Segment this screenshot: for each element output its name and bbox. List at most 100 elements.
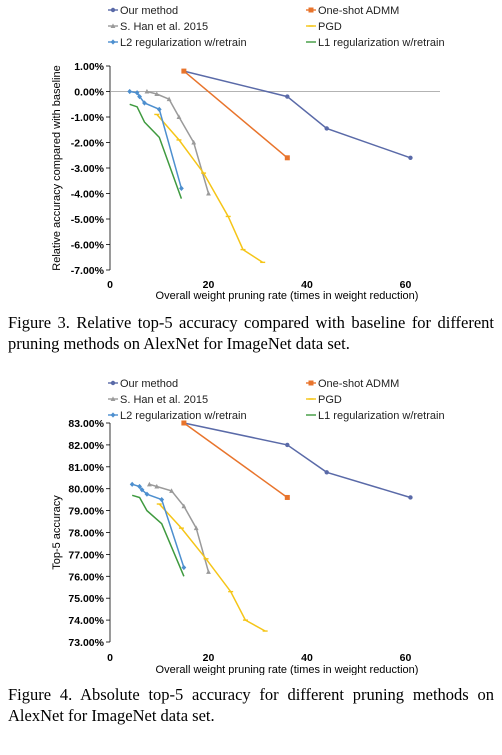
- y-tick-label: 0.00%: [74, 87, 104, 99]
- series-s-han-et-al-2015: [147, 481, 211, 574]
- data-point: [191, 139, 197, 145]
- series-l1-regularization-w-retrain: [131, 494, 185, 577]
- data-point: [284, 155, 290, 161]
- legend-item-one-shot-admm: One-shot ADMM: [306, 378, 399, 390]
- legend-marker: [110, 412, 116, 418]
- x-axis-title: Overall weight pruning rate (times in we…: [156, 664, 419, 675]
- data-point: [147, 481, 152, 487]
- legend: Our method One-shot ADMM S. Han et al. 201…: [108, 5, 445, 49]
- legend-label: PGD: [318, 21, 342, 33]
- legend-marker: [110, 380, 116, 386]
- data-point: [159, 497, 165, 503]
- legend-marker: [110, 7, 116, 13]
- series-line: [158, 503, 266, 632]
- legend-item-l1-regularization-w-retrain: L1 regularization w/retrain: [306, 410, 445, 422]
- legend-item-one-shot-admm: One-shot ADMM: [306, 5, 399, 17]
- series-l1-regularization-w-retrain: [129, 103, 183, 199]
- legend-item-l1-regularization-w-retrain: L1 regularization w/retrain: [306, 37, 445, 49]
- legend-label: L1 regularization w/retrain: [318, 410, 445, 422]
- series-pgd: [156, 503, 268, 632]
- legend-label: L1 regularization w/retrain: [318, 37, 445, 49]
- x-tick-label: 0: [107, 652, 113, 664]
- series-line: [183, 422, 288, 499]
- y-tick-label: 1.00%: [74, 61, 104, 73]
- series-line: [183, 422, 411, 499]
- y-tick-label: -4.00%: [71, 189, 105, 201]
- series-pgd: [154, 113, 266, 264]
- data-point: [137, 94, 142, 100]
- data-point: [206, 569, 211, 574]
- data-point: [324, 126, 329, 131]
- data-point: [181, 420, 187, 426]
- data-point: [169, 488, 174, 493]
- legend-label: S. Han et al. 2015: [120, 21, 208, 33]
- legend-marker: [308, 7, 314, 13]
- series-l2-regularization-w-retrain: [129, 481, 187, 571]
- data-point: [285, 94, 290, 99]
- data-point: [206, 190, 211, 196]
- series-line: [183, 70, 288, 159]
- x-axis-title: Overall weight pruning rate (times in we…: [156, 290, 419, 302]
- x-tick-label: 60: [400, 652, 412, 664]
- legend-item-our-method: Our method: [108, 378, 178, 390]
- series-line: [131, 494, 185, 577]
- y-tick-label: -3.00%: [71, 163, 105, 175]
- y-tick-label: 74.00%: [68, 615, 104, 627]
- series-line: [129, 103, 183, 199]
- data-point: [193, 525, 199, 531]
- legend-label: S. Han et al. 2015: [120, 394, 208, 406]
- data-point: [181, 68, 187, 74]
- x-tick-label: 40: [301, 279, 313, 291]
- data-point: [285, 442, 290, 448]
- y-tick-label: 79.00%: [68, 506, 104, 518]
- data-point: [127, 88, 133, 95]
- data-point: [408, 155, 413, 160]
- legend-label: L2 regularization w/retrain: [120, 410, 247, 422]
- data-point: [408, 495, 413, 500]
- figure-4-caption: Figure 4. Absolute top-5 accuracy for di…: [8, 685, 494, 725]
- x-tick-label: 20: [203, 279, 215, 291]
- y-tick-label: -1.00%: [71, 112, 105, 124]
- y-axis-title: Relative accuracy compared with baseline: [51, 65, 63, 270]
- x-tick-label: 20: [203, 652, 215, 664]
- legend-item-s-han-et-al-2015: S. Han et al. 2015: [108, 21, 208, 33]
- data-point: [144, 88, 150, 94]
- y-tick-label: -7.00%: [71, 265, 105, 277]
- y-tick-label: 78.00%: [68, 528, 104, 540]
- series-line: [183, 70, 411, 159]
- legend-item-pgd: PGD: [306, 394, 342, 406]
- legend-label: PGD: [318, 394, 342, 406]
- y-tick-label: -2.00%: [71, 138, 105, 150]
- legend-marker: [308, 380, 314, 386]
- y-tick-label: -5.00%: [71, 214, 105, 226]
- data-point: [176, 114, 182, 119]
- legend-item-s-han-et-al-2015: S. Han et al. 2015: [108, 394, 208, 406]
- x-tick-label: 60: [400, 279, 412, 291]
- data-point: [179, 185, 184, 191]
- legend-label: Our method: [120, 378, 178, 390]
- legend-marker: [110, 23, 116, 28]
- series-our-method: [181, 68, 413, 160]
- y-tick-label: 83.00%: [68, 418, 104, 430]
- chart-absolute-accuracy: Our method One-shot ADMM S. Han et al. 201…: [51, 378, 445, 675]
- data-point: [154, 91, 160, 97]
- y-tick-label: 81.00%: [68, 462, 104, 474]
- legend-label: Our method: [120, 5, 178, 17]
- y-tick-label: 76.00%: [68, 571, 104, 583]
- legend-item-our-method: Our method: [108, 5, 178, 17]
- y-tick-label: -6.00%: [71, 240, 105, 252]
- y-tick-label: 80.00%: [68, 484, 104, 496]
- legend-item-l2-regularization-w-retrain: L2 regularization w/retrain: [108, 410, 247, 422]
- series-l2-regularization-w-retrain: [127, 88, 184, 191]
- series-one-shot-admm: [181, 68, 290, 161]
- y-axis-title: Top-5 accuracy: [51, 495, 63, 570]
- data-point: [181, 564, 187, 571]
- y-tick-label: 82.00%: [68, 440, 104, 452]
- x-tick-label: 0: [107, 279, 113, 291]
- series-line: [149, 483, 210, 573]
- data-point: [129, 481, 135, 487]
- legend-item-l2-regularization-w-retrain: L2 regularization w/retrain: [108, 37, 247, 49]
- data-point: [324, 470, 329, 475]
- data-point: [142, 100, 147, 106]
- series-line: [146, 90, 210, 194]
